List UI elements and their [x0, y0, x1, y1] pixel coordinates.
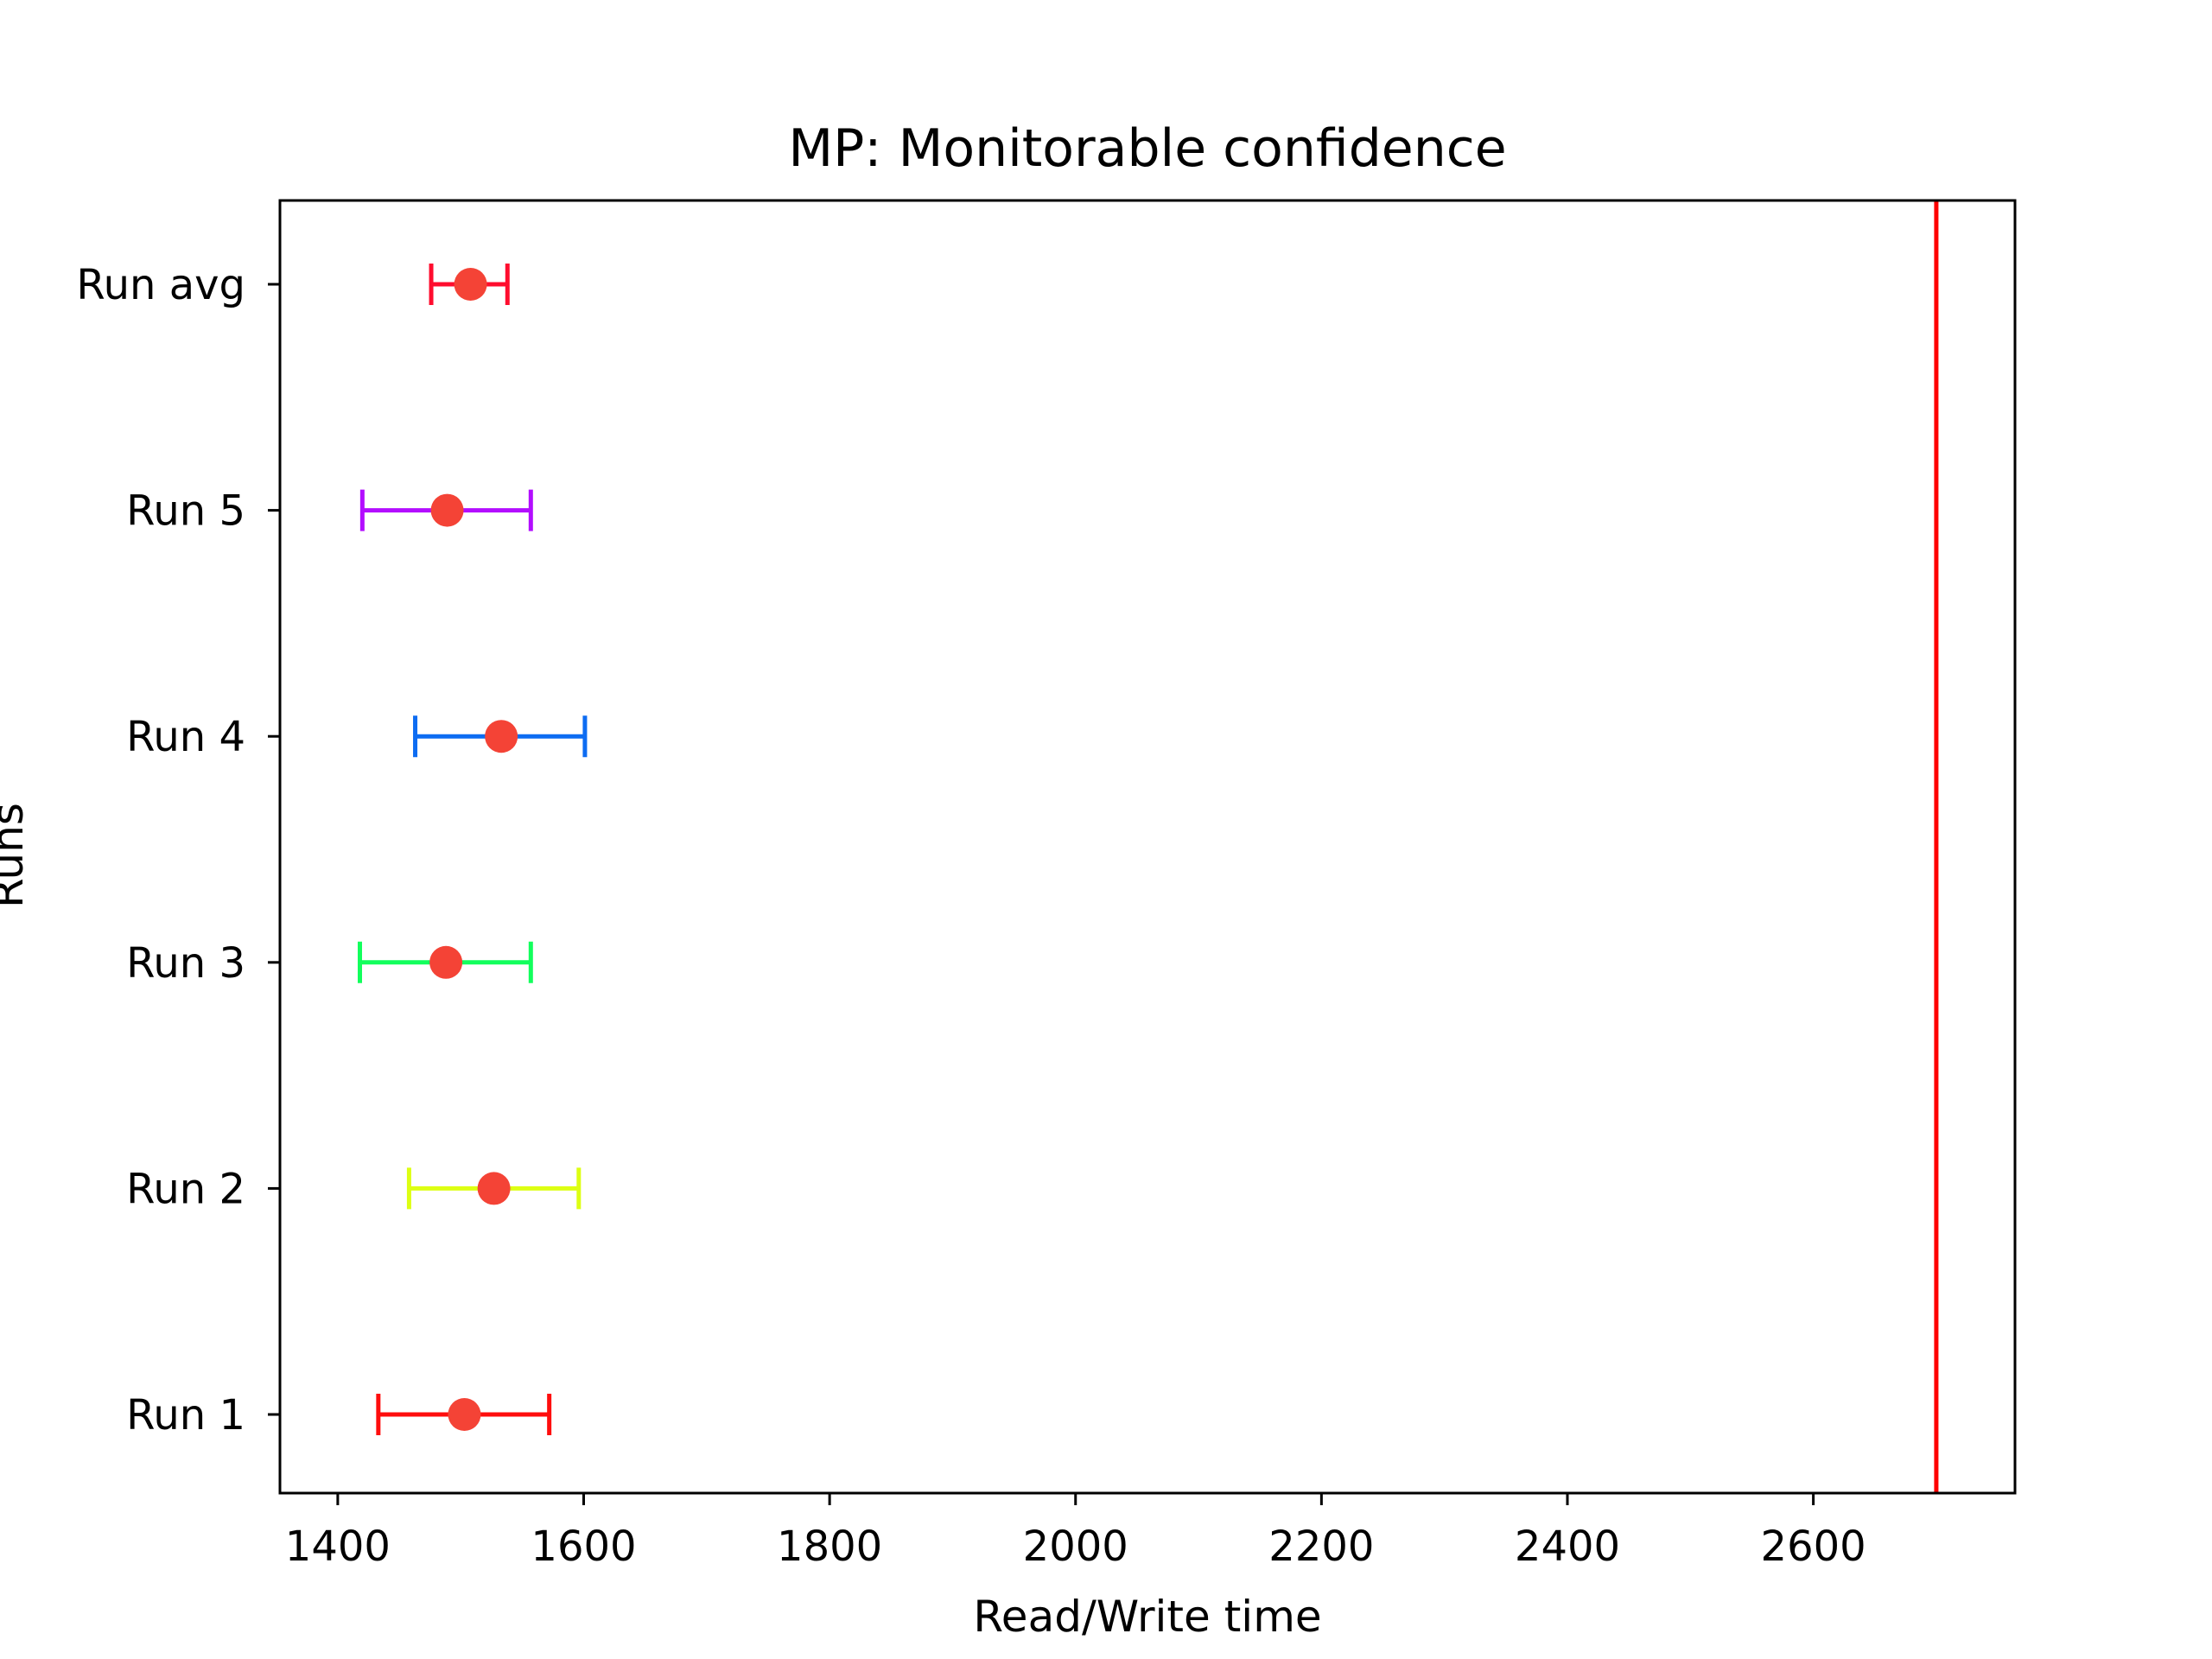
- x-tick-label: 2400: [1515, 1522, 1620, 1571]
- y-tick-label: Run avg: [76, 261, 245, 309]
- y-tick-label: Run 4: [126, 713, 245, 761]
- y-axis-label: Runs: [0, 803, 33, 908]
- y-tick-label: Run 1: [126, 1391, 245, 1440]
- mean-marker: [477, 1172, 511, 1205]
- x-tick-label: 2000: [1023, 1522, 1128, 1571]
- mean-marker: [485, 720, 518, 753]
- mean-marker: [448, 1398, 481, 1431]
- x-axis-label: Read/Write time: [973, 1592, 1321, 1642]
- plot-frame: [278, 199, 2017, 1495]
- y-tick-label: Run 2: [126, 1165, 245, 1213]
- mean-marker: [454, 268, 487, 301]
- x-tick-label: 2200: [1268, 1522, 1374, 1571]
- x-tick-label: 1600: [531, 1522, 636, 1571]
- mean-marker: [429, 945, 463, 979]
- x-tick-label: 1400: [285, 1522, 391, 1571]
- y-tick-label: Run 5: [126, 487, 245, 536]
- y-tick-label: Run 3: [126, 939, 245, 988]
- x-tick-label: 2600: [1761, 1522, 1866, 1571]
- mean-marker: [430, 493, 464, 527]
- x-tick-label: 1800: [777, 1522, 882, 1571]
- plot-area: 1400 1600 1800 2000 2200 2400 2600 Run 1 Run 2 Ru…: [76, 199, 2017, 1571]
- chart-title: MP: Monitorable confidence: [788, 118, 1506, 179]
